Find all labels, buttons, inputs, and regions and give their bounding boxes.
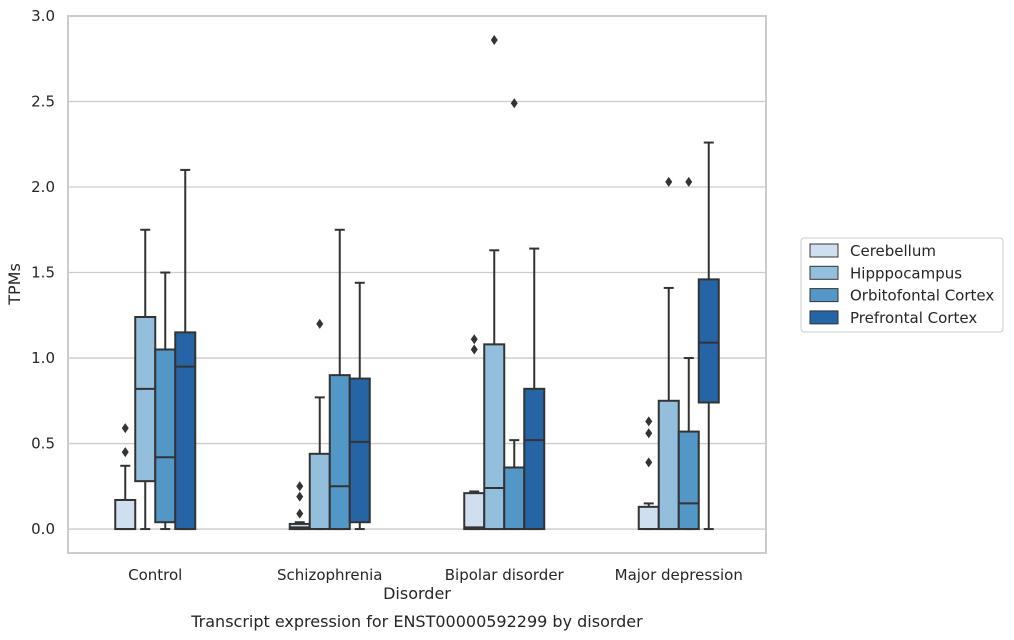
- box-body: [503, 466, 526, 531]
- x-axis-label: Disorder: [383, 584, 451, 603]
- outlier-point: [510, 98, 518, 109]
- box-body: [114, 498, 137, 531]
- outlier-point: [665, 176, 673, 187]
- box-body: [348, 377, 371, 524]
- box: [308, 318, 331, 531]
- outlier-point: [645, 428, 653, 439]
- box: [637, 416, 660, 531]
- box-body: [637, 505, 660, 531]
- outlier-point: [121, 447, 129, 458]
- legend-swatch: [809, 288, 839, 303]
- box: [114, 423, 137, 531]
- box-body: [697, 278, 720, 404]
- box: [463, 334, 486, 531]
- outlier-point: [316, 318, 324, 329]
- legend-swatch: [809, 265, 839, 280]
- box-body: [328, 374, 351, 531]
- outlier-point: [470, 344, 478, 355]
- box: [483, 34, 506, 531]
- outlier-point: [296, 481, 304, 492]
- legend-swatch: [809, 310, 839, 325]
- plot-frame: [67, 15, 767, 554]
- box-body: [463, 492, 486, 531]
- y-tick-label: 2.5: [31, 93, 55, 111]
- box-body: [174, 331, 197, 531]
- outlier-point: [296, 508, 304, 519]
- box: [348, 281, 371, 531]
- box: [154, 271, 177, 531]
- box-body: [154, 348, 177, 524]
- legend-label: Orbitofontal Cortex: [850, 287, 994, 305]
- chart-caption: Transcript expression for ENST0000059229…: [190, 612, 643, 631]
- x-tick-labels: Control Schizophrenia Bipolar disorder Majo…: [128, 566, 743, 584]
- outlier-point: [296, 491, 304, 502]
- box: [288, 481, 311, 531]
- legend-label: Hipppocampus: [850, 264, 962, 282]
- box-series: [114, 34, 720, 531]
- box: [657, 176, 680, 531]
- y-tick-label: 0.5: [31, 435, 55, 453]
- legend-label: Cerebellum: [850, 242, 936, 260]
- outlier-point: [470, 334, 478, 345]
- x-tick-label: Bipolar disorder: [445, 566, 565, 584]
- box: [174, 168, 197, 531]
- outlier-point: [645, 416, 653, 427]
- y-tick-label: 1.0: [31, 349, 55, 367]
- box: [328, 228, 351, 531]
- y-tick-labels: 0.0 0.5 1.0 1.5 2.0 2.5 3.0: [31, 7, 55, 538]
- legend-label: Prefrontal Cortex: [850, 309, 977, 327]
- box: [697, 141, 720, 531]
- legend-swatch: [809, 243, 839, 258]
- box: [677, 176, 700, 531]
- y-tick-label: 3.0: [31, 7, 55, 25]
- x-tick-label: Control: [128, 566, 182, 584]
- box-body: [657, 399, 680, 531]
- y-axis-label: TPMs: [5, 263, 24, 306]
- y-tick-label: 2.0: [31, 178, 55, 196]
- legend: Cerebellum Hipppocampus Orbitofontal Corte…: [800, 237, 1004, 333]
- outlier-point: [645, 457, 653, 468]
- box-body: [134, 315, 157, 483]
- x-tick-label: Major depression: [615, 566, 743, 584]
- outlier-point: [121, 423, 129, 434]
- y-tick-label: 1.5: [31, 264, 55, 282]
- outlier-point: [685, 176, 693, 187]
- legend-frame: [800, 237, 1004, 333]
- box: [523, 247, 546, 531]
- box: [134, 228, 157, 531]
- box-body: [677, 430, 700, 531]
- box: [503, 98, 526, 531]
- x-tick-label: Schizophrenia: [277, 566, 382, 584]
- outlier-point: [490, 34, 498, 45]
- box-body: [523, 387, 546, 531]
- box-body: [483, 343, 506, 531]
- box-body: [308, 452, 331, 531]
- y-tick-label: 0.0: [31, 520, 55, 538]
